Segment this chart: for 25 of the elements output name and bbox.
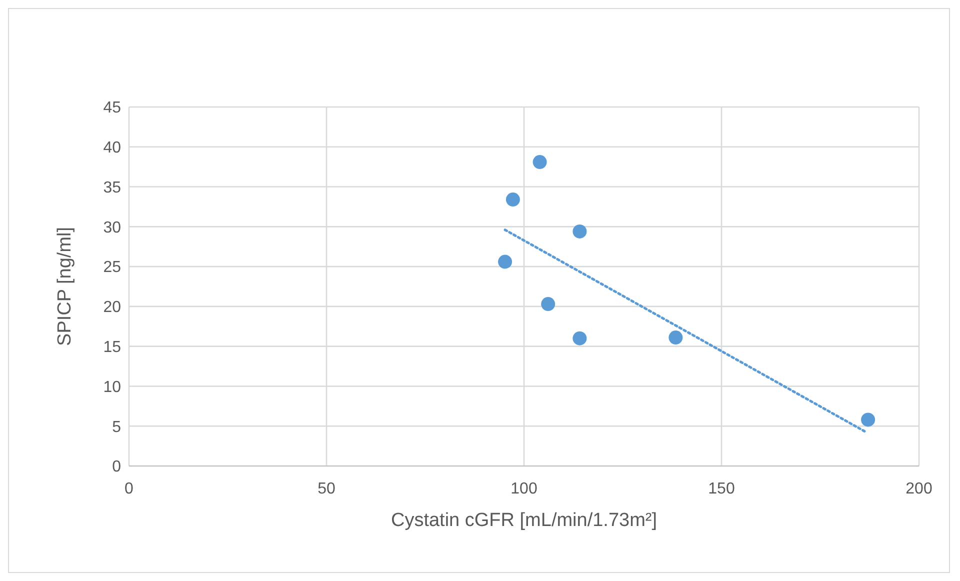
y-axis-title: SPICP [ng/ml]: [54, 227, 76, 346]
y-tick-label: 5: [112, 418, 122, 436]
y-tick-label: 45: [103, 100, 122, 117]
point: [532, 155, 547, 170]
x-tick-label: 200: [906, 480, 932, 498]
point: [572, 331, 587, 346]
x-tick-label: 50: [318, 480, 336, 498]
point: [861, 412, 876, 427]
y-tick-label: 40: [103, 140, 122, 157]
x-tick-label: 0: [124, 480, 134, 498]
point: [668, 330, 683, 345]
y-tick-label: 35: [103, 179, 122, 196]
point: [498, 254, 512, 269]
x-tick-label: 100: [510, 480, 538, 498]
x-axis-title: Cystatin cGFR [mL/min/1.73m²]: [390, 510, 658, 531]
y-tick-label: 30: [103, 219, 122, 236]
y-tick-label: 25: [103, 259, 122, 276]
point: [572, 224, 587, 238]
y-tick-label: 10: [103, 378, 122, 396]
y-tick-label: 15: [103, 339, 122, 356]
point: [541, 297, 556, 312]
point: [506, 192, 520, 207]
y-tick-label: 0: [112, 458, 122, 476]
y-tick-label: 20: [103, 299, 122, 316]
x-tick-label: 150: [708, 480, 735, 498]
